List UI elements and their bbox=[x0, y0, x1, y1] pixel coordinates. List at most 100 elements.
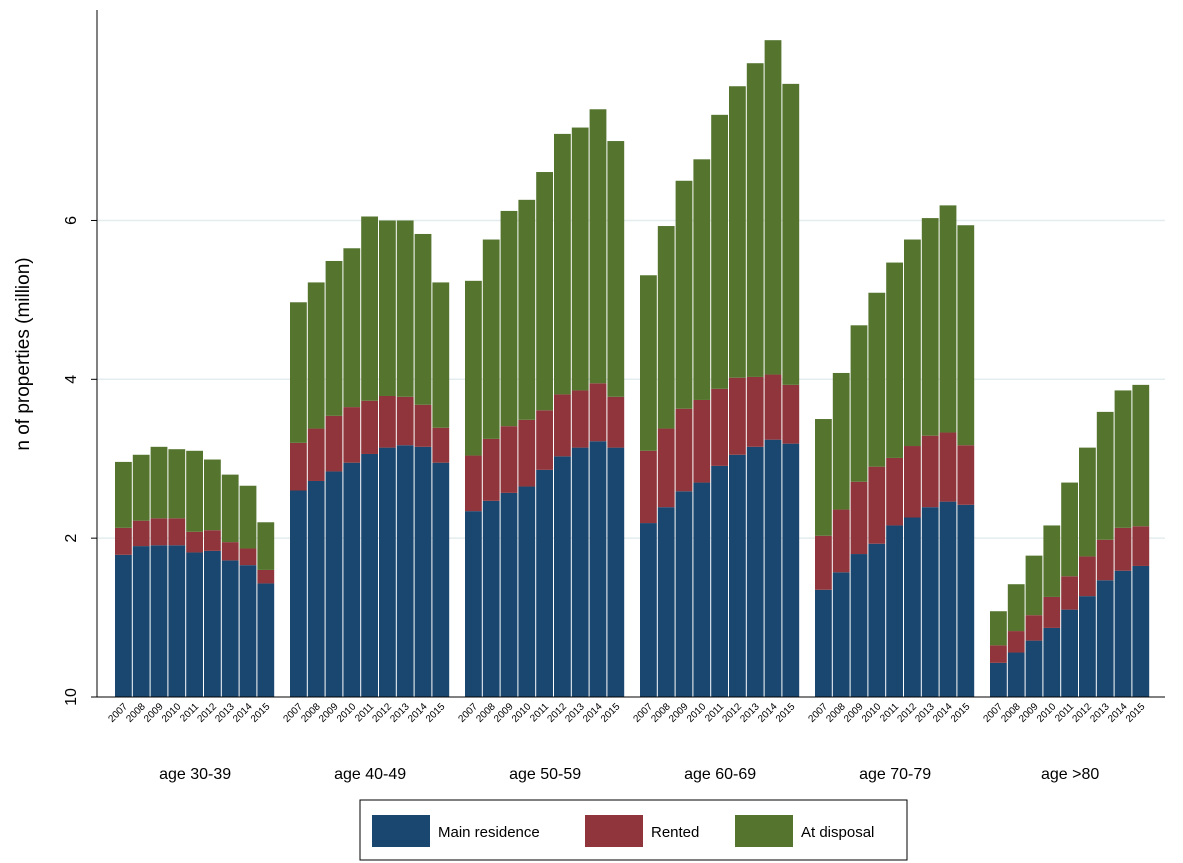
bar-segment bbox=[729, 86, 746, 378]
y-axis-label: n of properties (million) bbox=[13, 257, 34, 450]
bar-segment bbox=[150, 446, 168, 519]
bar-segment bbox=[343, 407, 361, 463]
legend-swatch bbox=[585, 815, 643, 847]
x-tick-label: 2009 bbox=[317, 701, 341, 725]
bar-segment bbox=[432, 427, 450, 463]
bar-segment bbox=[1132, 384, 1150, 527]
bar-segment bbox=[221, 474, 239, 543]
bar-segment bbox=[571, 447, 589, 697]
bar-segment bbox=[536, 469, 553, 697]
bar-segment bbox=[361, 453, 378, 697]
bar-segment bbox=[132, 454, 150, 521]
bar-segment bbox=[886, 262, 903, 458]
bar-segment bbox=[186, 552, 203, 697]
bar-segment bbox=[1043, 627, 1061, 697]
legend-label: Rented bbox=[651, 824, 699, 841]
bar-segment bbox=[239, 548, 257, 566]
bar-segment bbox=[868, 466, 886, 544]
x-tick-label: 2012 bbox=[1071, 701, 1095, 725]
bar-segment bbox=[257, 522, 275, 570]
x-tick-label: 2008 bbox=[474, 701, 498, 725]
bar-segment bbox=[868, 543, 886, 697]
bar-segment bbox=[414, 233, 432, 405]
x-tick-label: 2007 bbox=[807, 701, 831, 725]
bar-segment bbox=[257, 583, 275, 697]
x-tick-label: 2010 bbox=[1035, 701, 1059, 725]
x-tick-label: 2013 bbox=[213, 701, 237, 725]
legend-swatch bbox=[735, 815, 793, 847]
bar-segment bbox=[746, 63, 764, 377]
bar-segment bbox=[307, 480, 325, 697]
x-tick-label: 2010 bbox=[160, 701, 184, 725]
bar-segment bbox=[1061, 482, 1078, 577]
legend-swatch bbox=[372, 815, 430, 847]
bar-segment bbox=[414, 446, 432, 697]
group-label: age 30-39 bbox=[159, 766, 231, 783]
bar-segment bbox=[921, 218, 939, 436]
bar-segment bbox=[1132, 526, 1150, 566]
bar-segment bbox=[132, 520, 150, 547]
x-tick-label: 2009 bbox=[667, 701, 691, 725]
bar-segment bbox=[1043, 596, 1061, 628]
bar-segment bbox=[115, 461, 132, 528]
bar-segment bbox=[571, 390, 589, 448]
bar-segment bbox=[571, 127, 589, 391]
bar-segment bbox=[343, 462, 361, 697]
y-tick-label: 6 bbox=[63, 216, 80, 225]
bar-segment bbox=[432, 462, 450, 697]
x-tick-label: 2012 bbox=[371, 701, 395, 725]
x-tick-label: 2014 bbox=[931, 701, 955, 725]
bar-segment bbox=[325, 260, 343, 416]
bar-segment bbox=[150, 518, 168, 546]
bar-segment bbox=[554, 394, 571, 457]
bar-segment bbox=[1096, 580, 1114, 697]
x-tick-label: 2015 bbox=[599, 701, 623, 725]
x-tick-label: 2014 bbox=[406, 701, 430, 725]
bar-segment bbox=[815, 535, 832, 590]
bar-segment bbox=[693, 159, 711, 400]
bar-segment bbox=[168, 545, 186, 697]
bar-segment bbox=[832, 572, 850, 697]
bar-segment bbox=[1132, 565, 1150, 697]
bar-segment bbox=[957, 504, 975, 697]
bar-segment bbox=[607, 447, 625, 697]
bar-segment bbox=[675, 408, 693, 492]
bar-segment bbox=[782, 384, 800, 444]
bar-segment bbox=[257, 569, 275, 584]
bar-segment bbox=[396, 220, 414, 397]
bar-segment bbox=[921, 507, 939, 697]
bar-segment bbox=[729, 377, 746, 455]
bar-segment bbox=[990, 645, 1007, 663]
bar-segment bbox=[132, 546, 150, 697]
bar-segment bbox=[536, 172, 553, 411]
bar-segment bbox=[115, 554, 132, 697]
bar-segment bbox=[379, 395, 396, 448]
bar-segment bbox=[711, 388, 728, 466]
bar-segment bbox=[939, 205, 957, 433]
bar-segment bbox=[396, 445, 414, 697]
bar-segment bbox=[815, 419, 832, 536]
bar-segment bbox=[764, 40, 782, 375]
bar-segment bbox=[465, 280, 482, 456]
bar-segment bbox=[186, 531, 203, 553]
bar-segment bbox=[693, 399, 711, 483]
x-tick-label: 2009 bbox=[1017, 701, 1041, 725]
x-tick-label: 2015 bbox=[949, 701, 973, 725]
bar-segment bbox=[1007, 584, 1025, 632]
bar-segment bbox=[607, 396, 625, 448]
x-tick-label: 2009 bbox=[142, 701, 166, 725]
bar-segment bbox=[204, 550, 221, 697]
group-label: age 40-49 bbox=[334, 766, 406, 783]
bar-segment bbox=[764, 439, 782, 697]
bar-segment bbox=[204, 459, 221, 531]
bar-segment bbox=[482, 438, 500, 501]
y-tick-label: 10 bbox=[63, 688, 80, 706]
x-tick-label: 2012 bbox=[546, 701, 570, 725]
bar-segment bbox=[554, 133, 571, 395]
x-tick-label: 2013 bbox=[563, 701, 587, 725]
bar-segment bbox=[325, 415, 343, 472]
bar-segment bbox=[239, 485, 257, 549]
bar-segment bbox=[1096, 539, 1114, 581]
bar-segment bbox=[554, 456, 571, 697]
bar-segment bbox=[957, 225, 975, 446]
